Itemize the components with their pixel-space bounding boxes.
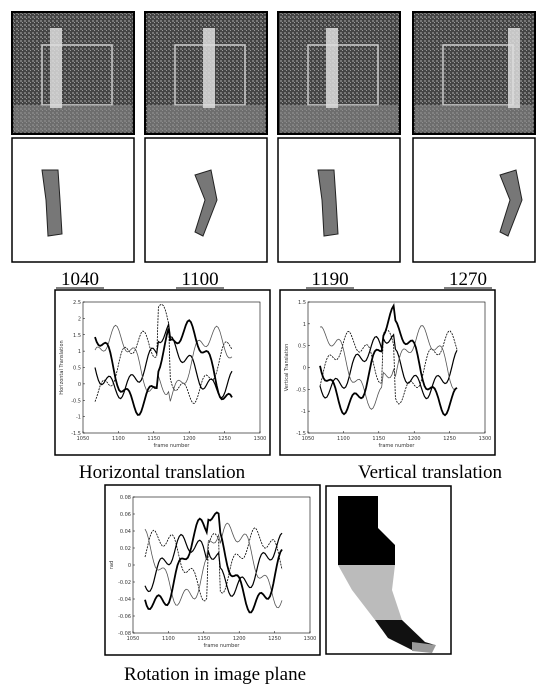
y-tick-label: -0.5	[296, 387, 306, 393]
x-tick-label: 1150	[197, 636, 210, 642]
y-tick-label: 0.08	[120, 495, 131, 501]
x-tick-label: 1200	[233, 636, 246, 642]
y-tick-label: 2.5	[73, 300, 81, 306]
silhouette-frame	[278, 138, 400, 262]
y-tick-label: -0.02	[118, 580, 131, 586]
x-tick-label: 1100	[337, 436, 350, 442]
person	[508, 28, 520, 108]
photo-floor	[280, 105, 398, 132]
x-tick-label: 1150	[147, 436, 160, 442]
photo-floor	[415, 105, 533, 132]
frame-label: 1270	[449, 269, 487, 290]
x-tick-label: 1100	[112, 436, 125, 442]
x-tick-label: 1200	[183, 436, 196, 442]
photo-floor	[14, 105, 132, 132]
x-tick-label: 1250	[268, 636, 281, 642]
plot-caption: Vertical translation	[358, 462, 503, 483]
photo-floor	[147, 105, 265, 132]
y-tick-label: -0.5	[71, 398, 81, 404]
figure: 1040110011901270 10501100115012001250130…	[0, 0, 537, 687]
silhouette-row	[12, 138, 535, 262]
y-axis-label: Vertical Translation	[284, 344, 290, 392]
y-tick-label: -1	[301, 409, 306, 415]
plot-border	[105, 485, 320, 655]
y-tick-label: 1.5	[73, 333, 81, 339]
plot-border	[280, 290, 495, 455]
y-tick-label: 1.5	[298, 300, 306, 306]
x-tick-label: 1300	[254, 436, 267, 442]
x-tick-label: 1150	[372, 436, 385, 442]
silhouette-frame	[12, 138, 134, 262]
y-tick-label: 1	[303, 322, 306, 328]
y-tick-label: -0.06	[118, 614, 131, 620]
x-tick-label: 1300	[479, 436, 492, 442]
y-tick-label: -0.08	[118, 631, 131, 637]
person	[326, 28, 338, 108]
frame-label: 1100	[181, 269, 218, 290]
photo-row	[12, 12, 535, 134]
frame-labels: 1040 1100 1190 1270	[56, 269, 492, 290]
frame-label: 1190	[311, 269, 348, 290]
person	[50, 28, 62, 108]
body-model	[326, 486, 451, 654]
plot-caption: Horizontal translation	[79, 462, 246, 483]
y-tick-label: -1.5	[296, 431, 306, 437]
y-tick-label: 0	[78, 382, 81, 388]
y-axis-label: rad	[109, 561, 115, 569]
y-tick-label: 2	[78, 316, 81, 322]
x-tick-label: 1200	[408, 436, 421, 442]
x-axis-label: frame number	[154, 443, 191, 449]
x-axis-label: frame number	[204, 643, 241, 649]
x-tick-label: 1250	[443, 436, 456, 442]
y-tick-label: -1	[76, 415, 81, 421]
y-tick-label: 0	[303, 366, 306, 372]
x-axis-label: frame number	[379, 443, 416, 449]
y-tick-label: -1.5	[71, 431, 81, 437]
x-tick-label: 1300	[304, 636, 317, 642]
y-tick-label: 1	[78, 349, 81, 355]
y-tick-label: 0.04	[120, 529, 131, 535]
y-tick-label: -0.04	[118, 597, 131, 603]
x-tick-label: 1250	[218, 436, 231, 442]
y-tick-label: 0.5	[73, 366, 81, 372]
plot-caption: Rotation in image plane	[124, 664, 306, 685]
person	[203, 28, 215, 108]
frame-label: 1040	[61, 269, 99, 290]
x-tick-label: 1100	[162, 636, 175, 642]
y-tick-label: 0.02	[120, 546, 131, 552]
plot-border	[55, 290, 270, 455]
y-tick-label: 0	[128, 563, 131, 569]
y-axis-label: Horizontal Translation	[59, 340, 65, 394]
y-tick-label: 0.5	[298, 344, 306, 350]
y-tick-label: 0.06	[120, 512, 131, 518]
